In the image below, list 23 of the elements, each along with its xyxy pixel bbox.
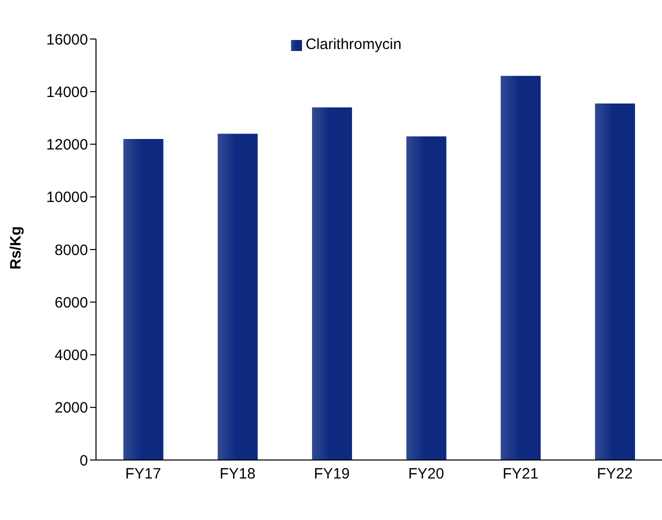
bar: [312, 107, 352, 460]
bar: [595, 103, 636, 460]
x-tick-label: FY22: [596, 466, 633, 483]
y-tick-label: 12000: [46, 136, 88, 154]
y-tick-label: 0: [80, 452, 88, 470]
y-tick-label: 14000: [46, 84, 88, 101]
x-tick-label: FY19: [314, 466, 350, 483]
bar: [500, 76, 541, 460]
x-tick-label: FY18: [220, 466, 256, 483]
x-tick-label: FY21: [502, 466, 538, 483]
y-tick-label: 10000: [46, 189, 88, 206]
y-tick-label: 6000: [54, 294, 88, 312]
bar: [218, 134, 258, 460]
x-tick-label: FY20: [408, 466, 444, 483]
y-tick-label: 2000: [54, 400, 88, 417]
legend-label: Clarithromycin: [306, 36, 402, 53]
y-tick-label: 8000: [54, 242, 88, 259]
x-tick-label: FY17: [125, 466, 162, 483]
bar: [406, 136, 446, 460]
y-tick-label: 16000: [46, 31, 88, 48]
y-tick-label: 4000: [54, 347, 88, 364]
y-axis-title: Rs/Kg: [7, 226, 24, 270]
bar: [123, 138, 164, 460]
